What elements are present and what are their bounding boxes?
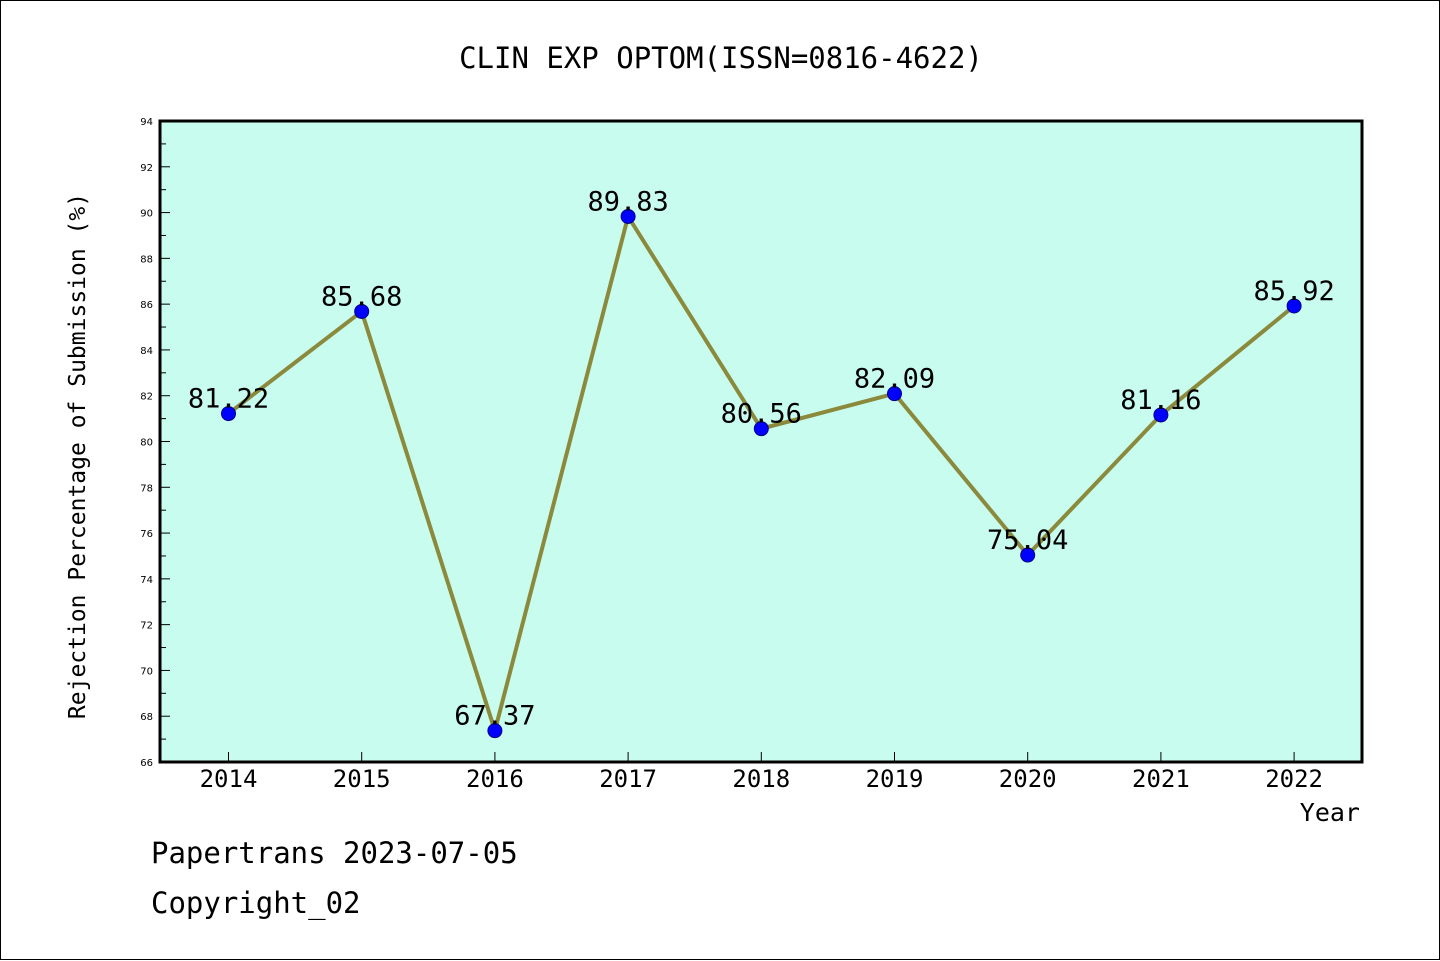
y-tick-label: 68 [140,712,153,723]
y-axis: 66 68 70 72 74 76 78 80 82 84 86 88 90 92 94 [140,117,170,769]
y-axis-label: Rejection Percentage of Submission (%) [65,193,91,719]
x-tick-label: 2021 [1132,765,1190,793]
data-point [354,303,370,319]
y-tick-label: 94 [140,117,153,128]
data-label: 75.04 [987,525,1068,556]
x-tick-label: 2020 [999,765,1057,793]
y-tick-label: 66 [140,758,153,769]
data-labels: 81.22 85.68 67.37 89.83 80.56 82.09 75.04 81.16… [188,186,1335,731]
data-point [1153,407,1169,423]
data-label: 85.68 [321,281,402,312]
y-tick-label: 88 [140,254,153,265]
y-tick-label: 86 [140,300,153,311]
footer-source-date: Papertrans 2023-07-05 [151,836,518,870]
x-tick-label: 2018 [732,765,790,793]
x-tick-label: 2017 [599,765,657,793]
data-point [753,421,769,437]
data-label: 67.37 [454,701,535,732]
data-label: 85.92 [1253,276,1334,307]
data-point [1286,298,1302,314]
data-point [221,406,236,422]
y-tick-label: 92 [140,163,153,174]
chart-title: CLIN EXP OPTOM(ISSN=0816-4622) [459,41,983,75]
data-point [887,386,902,402]
data-point [1020,547,1036,563]
plot-border [158,119,1364,764]
y-tick-label: 72 [140,621,153,632]
x-axis-label: Year [1300,798,1360,827]
data-label: 81.22 [188,384,269,415]
y-tick-label: 74 [140,575,153,586]
x-tick-label: 2015 [333,765,391,793]
x-tick-label: 2019 [866,765,924,793]
y-tick-label: 84 [140,346,153,357]
x-axis: 2014 2015 2016 2017 2018 2019 2020 2021 2022 [200,752,1323,793]
x-tick-label: 2014 [200,765,258,793]
y-tick-label: 70 [140,666,153,677]
data-point [620,208,636,224]
data-label: 81.16 [1120,385,1201,416]
data-point [487,723,503,739]
x-tick-label: 2016 [466,765,524,793]
data-label: 89.83 [587,186,668,217]
y-tick-label: 80 [140,438,153,449]
y-tick-label: 78 [140,483,153,494]
plot-area [160,121,1362,762]
data-label: 82.09 [854,364,935,395]
data-label: 80.56 [721,399,802,430]
data-points [221,208,1302,739]
footer-copyright: Copyright_02 [151,886,361,920]
y-tick-label: 90 [140,209,153,220]
x-tick-label: 2022 [1265,765,1323,793]
y-tick-label: 82 [140,392,153,403]
y-tick-label: 76 [140,529,153,540]
